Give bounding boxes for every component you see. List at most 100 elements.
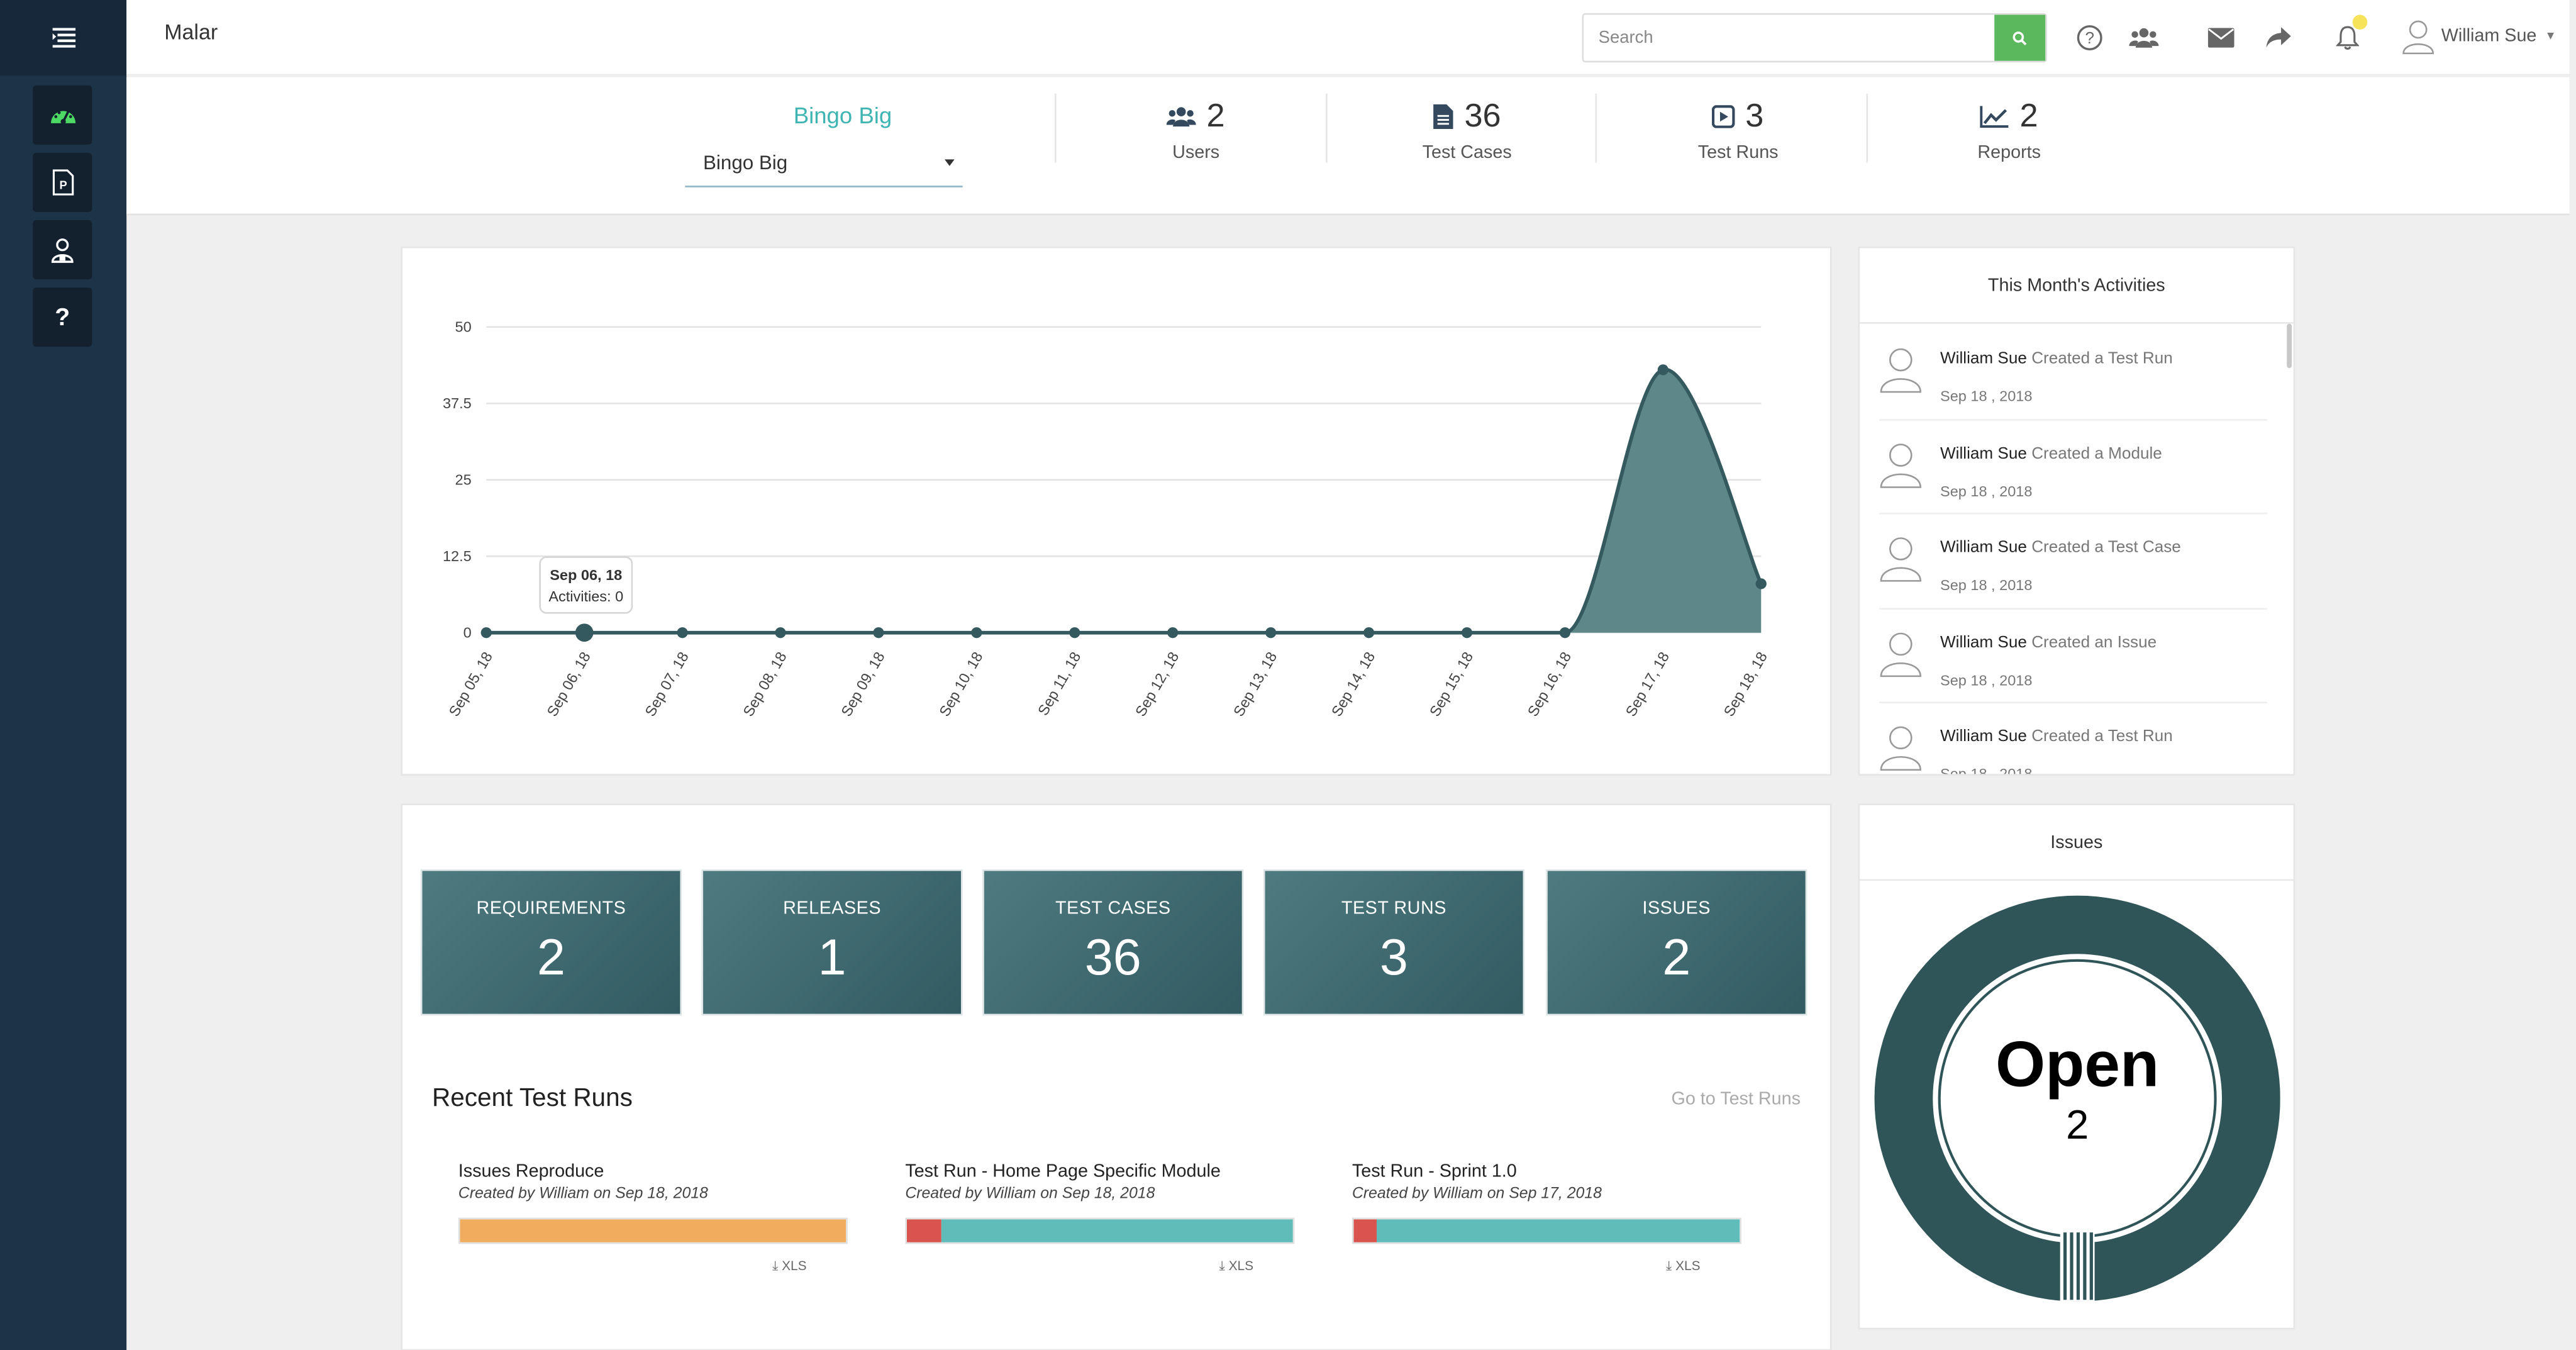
- data-point: [971, 627, 982, 639]
- user-menu[interactable]: William Sue ▼: [2402, 18, 2557, 55]
- tooltip-title: Sep 06, 18: [550, 567, 622, 583]
- test-run-card[interactable]: Test Run - Sprint 1.0 Created by William…: [1352, 1162, 1741, 1275]
- donut-hole: [1933, 954, 2223, 1244]
- run-progress-bar: [905, 1217, 1295, 1244]
- search-icon: [2012, 30, 2027, 45]
- tile-requirements[interactable]: REQUIREMENTS 2: [420, 869, 682, 1016]
- document-icon: [1434, 104, 1454, 130]
- share-arrow-icon: [2266, 27, 2291, 48]
- activity-user: William Sue: [1940, 633, 2027, 652]
- divider: [1595, 93, 1597, 163]
- tile-value: 3: [1379, 928, 1408, 986]
- help-circle-icon: ?: [2077, 25, 2102, 51]
- issues-count: 2: [2066, 1102, 2089, 1147]
- series-area: [486, 369, 1762, 633]
- tile-value: 2: [1662, 928, 1691, 986]
- go-to-test-runs-link[interactable]: Go to Test Runs: [1671, 1089, 1801, 1110]
- data-point: [677, 627, 688, 639]
- issues-status: Open: [1996, 1029, 2159, 1100]
- tile-issues[interactable]: ISSUES 2: [1546, 869, 1807, 1016]
- search-input[interactable]: [1584, 14, 1987, 61]
- stat-reports[interactable]: 2 Reports: [1886, 97, 2133, 162]
- users-icon: [2129, 28, 2159, 48]
- activity-list[interactable]: William Sue Created a Test Run Sep 18 , …: [1860, 325, 2287, 774]
- progress-segment: [906, 1219, 942, 1242]
- team-button[interactable]: [2128, 21, 2160, 54]
- activity-user: William Sue: [1940, 538, 2027, 557]
- sidebar-item-users[interactable]: [33, 220, 92, 280]
- mail-button[interactable]: [2205, 21, 2238, 54]
- recent-test-runs-title: Recent Test Runs: [432, 1085, 633, 1113]
- export-label: XLS: [1228, 1258, 1254, 1274]
- progress-segment: [1377, 1219, 1740, 1242]
- stat-test-runs[interactable]: 3 Test Runs: [1615, 97, 1862, 162]
- divider: [1055, 93, 1057, 163]
- help-button[interactable]: ?: [2074, 21, 2106, 54]
- data-point: [1657, 364, 1668, 376]
- sidebar-item-projects[interactable]: P: [33, 152, 92, 212]
- activity-scrollbar[interactable]: [2287, 323, 2292, 369]
- download-icon: ⤓: [772, 1258, 779, 1274]
- chevron-down-icon: ▼: [2545, 30, 2557, 42]
- export-xls-button[interactable]: ⤓ XLS: [1352, 1259, 1741, 1275]
- data-point: [1069, 627, 1080, 639]
- data-point: [575, 623, 594, 642]
- stat-label: Test Runs: [1697, 143, 1779, 163]
- run-name: Issues Reproduce: [458, 1161, 604, 1182]
- tile-value: 36: [1084, 928, 1141, 986]
- tile-value: 1: [818, 928, 847, 986]
- export-xls-button[interactable]: ⤓ XLS: [458, 1259, 848, 1275]
- user-name: William Sue: [2441, 26, 2537, 47]
- y-tick-label: 50: [455, 319, 472, 335]
- data-point: [1461, 627, 1473, 639]
- tile-test-runs[interactable]: TEST RUNS 3: [1263, 869, 1525, 1016]
- data-point: [1167, 627, 1179, 639]
- avatar: [2402, 20, 2434, 55]
- project-stats-bar: Bingo Big Bingo Big 2 Users: [126, 77, 2570, 216]
- tile-releases[interactable]: RELEASES 1: [701, 869, 963, 1016]
- avatar: [1880, 726, 1921, 771]
- export-label: XLS: [782, 1258, 807, 1274]
- avatar: [1880, 348, 1921, 393]
- sidebar: P ?: [0, 0, 127, 1350]
- test-run-card[interactable]: Issues Reproduce Created by William on S…: [458, 1162, 848, 1275]
- export-xls-button[interactable]: ⤓ XLS: [905, 1259, 1294, 1275]
- tile-test-cases[interactable]: TEST CASES 36: [982, 869, 1244, 1016]
- test-run-card[interactable]: Test Run - Home Page Specific Module Cre…: [905, 1162, 1295, 1275]
- play-square-icon: [1713, 105, 1736, 128]
- users-icon: [1167, 107, 1197, 127]
- notifications-button[interactable]: [2331, 21, 2364, 54]
- stat-label: Users: [1172, 143, 1220, 163]
- dashboard-icon: [50, 111, 75, 125]
- project-select[interactable]: Bingo Big: [685, 140, 963, 187]
- stat-users[interactable]: 2 Users: [1073, 97, 1319, 163]
- x-tick-label: Sep 16, 18: [1524, 649, 1574, 719]
- stat-test-cases[interactable]: 36 Test Cases: [1344, 97, 1591, 162]
- activity-action: Created a Test Case: [2031, 538, 2181, 557]
- run-meta: Created by William on Sep 18, 2018: [458, 1185, 708, 1203]
- menu-toggle[interactable]: [0, 0, 127, 76]
- list-item: William Sue Created a Test Run Sep 18 , …: [1879, 325, 2267, 420]
- tile-label: TEST RUNS: [1341, 898, 1446, 919]
- data-point: [775, 627, 786, 639]
- run-progress-bar: [458, 1217, 848, 1244]
- search-box: [1582, 13, 2047, 63]
- tile-value: 2: [536, 928, 565, 986]
- divider: [1866, 93, 1868, 163]
- sidebar-item-dashboard[interactable]: [33, 85, 92, 145]
- download-icon: ⤓: [1219, 1258, 1225, 1274]
- line-chart-icon: [1980, 106, 2009, 128]
- data-point: [480, 627, 492, 639]
- tile-label: TEST CASES: [1055, 898, 1171, 919]
- share-button[interactable]: [2262, 21, 2295, 54]
- y-tick-label: 37.5: [443, 395, 472, 411]
- sidebar-item-help[interactable]: ?: [33, 287, 92, 347]
- x-tick-label: Sep 17, 18: [1623, 649, 1672, 719]
- search-button[interactable]: [1994, 14, 2046, 61]
- dropdown-arrow-icon: [945, 159, 955, 166]
- project-doc-icon: P: [52, 169, 73, 196]
- activity-action: Created a Test Run: [2031, 350, 2173, 369]
- issues-donut[interactable]: Open 2: [1874, 895, 2280, 1302]
- avatar: [1880, 632, 1921, 676]
- stat-value: 36: [1464, 98, 1501, 134]
